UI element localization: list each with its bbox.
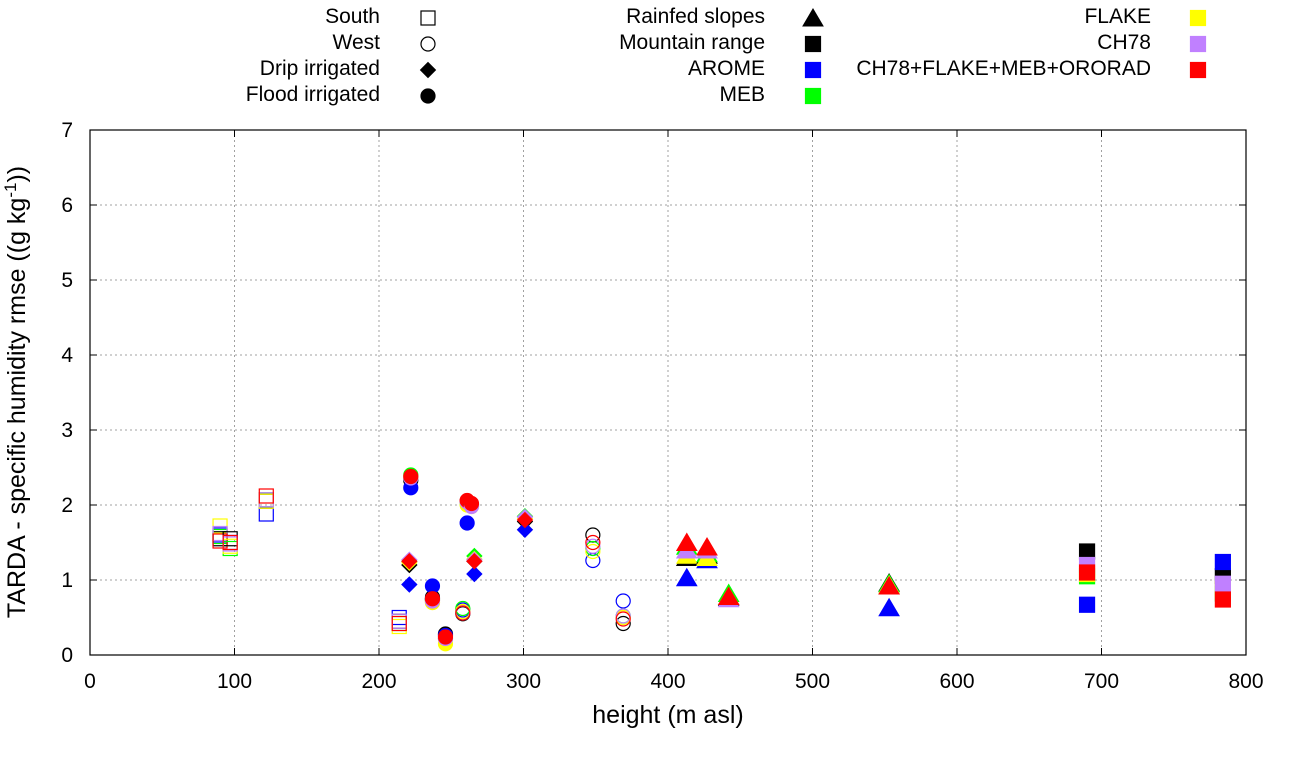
y-tick-label: 3 bbox=[61, 419, 73, 442]
legend-symbol-rainfed-slopes bbox=[802, 8, 824, 27]
legend-label: FLAKE bbox=[1084, 5, 1151, 28]
data-point-diamond-ch78-flake-meb-ororad bbox=[516, 511, 534, 529]
data-point-square-open-flake bbox=[391, 618, 407, 635]
data-point-diamond-ch78-flake-meb-ororad bbox=[401, 553, 418, 570]
x-tick-label: 0 bbox=[84, 670, 96, 693]
data-point-triangle-arome bbox=[878, 597, 900, 617]
x-tick-label: 600 bbox=[939, 670, 974, 693]
data-point-diamond-arome bbox=[466, 565, 483, 583]
axis-ticks: 0 100 200 300 400 500 600 700 800 0 1 2 3 4 5 6 7 bbox=[61, 119, 1263, 693]
y-tick-label: 5 bbox=[61, 269, 73, 292]
data-point-circle-arome bbox=[459, 515, 475, 531]
data-point-square-open-arome bbox=[391, 609, 407, 626]
x-tick-label: 700 bbox=[1084, 670, 1119, 693]
y-axis-label-end: )) bbox=[3, 166, 31, 183]
y-tick-label: 1 bbox=[61, 569, 73, 592]
data-point-circle-open-ch78-flake-meb-ororad bbox=[585, 534, 601, 551]
data-point-diamond-arome bbox=[401, 576, 418, 593]
y-tick-label: 7 bbox=[61, 119, 73, 142]
x-axis-label: height (m asl) bbox=[592, 701, 743, 729]
legend-symbol-ch78-flake-meb-ororad bbox=[1189, 61, 1207, 79]
data-point-square-open-ch78-flake-meb-ororad bbox=[391, 615, 407, 632]
x-tick-label: 100 bbox=[217, 670, 252, 693]
data-point-circle-open-flake bbox=[585, 543, 601, 560]
legend-label: CH78 bbox=[1097, 31, 1151, 54]
legend-symbol-mountain-range bbox=[804, 35, 822, 53]
data-point-square-ch78-flake-meb-ororad bbox=[1078, 564, 1096, 581]
y-axis-label: TARDA - specific humidity rmse ((g kg-1)… bbox=[1, 166, 31, 618]
data-point-circle-open-ch78 bbox=[585, 538, 601, 554]
legend-label: Flood irrigated bbox=[246, 83, 380, 106]
data-points bbox=[212, 467, 1231, 652]
legend-symbol-arome bbox=[804, 61, 822, 79]
legend-symbol-drip-irrigated bbox=[419, 61, 437, 79]
data-point-circle-open-meb bbox=[455, 600, 471, 617]
x-tick-label: 500 bbox=[795, 670, 830, 693]
data-point-square-open-flake bbox=[258, 493, 274, 509]
data-point-triangle-ch78-flake-meb-ororad bbox=[878, 576, 900, 595]
data-point-square-ch78 bbox=[1214, 575, 1231, 592]
legend-symbol-flood-irrigated bbox=[420, 88, 436, 104]
data-point-square-ch78-flake-meb-ororad bbox=[1214, 591, 1231, 608]
data-point-circle-open-arome bbox=[615, 593, 631, 609]
x-tick-label: 800 bbox=[1228, 670, 1263, 693]
data-point-diamond-arome bbox=[516, 521, 534, 538]
y-tick-label: 2 bbox=[61, 494, 73, 517]
data-point-square-open-ch78-flake-meb-ororad bbox=[222, 534, 238, 551]
y-axis-label-superscript: -1 bbox=[1, 183, 20, 198]
data-point-triangle-ch78-flake-meb-ororad bbox=[675, 532, 698, 551]
data-point-circle-open-ch78-flake-meb-ororad bbox=[615, 611, 631, 627]
data-point-triangle-ch78-flake-meb-ororad bbox=[717, 586, 740, 605]
legend-label: Drip irrigated bbox=[260, 57, 380, 80]
legend-label: Mountain range bbox=[619, 31, 765, 54]
data-point-triangle-arome bbox=[675, 567, 698, 587]
legend-symbol-west bbox=[420, 36, 436, 52]
y-tick-label: 0 bbox=[61, 644, 73, 667]
data-point-circle-arome bbox=[424, 578, 441, 594]
x-tick-label: 200 bbox=[361, 670, 396, 693]
x-tick-label: 300 bbox=[506, 670, 541, 693]
y-axis-label-main: TARDA - specific humidity rmse ((g kg bbox=[3, 198, 31, 618]
data-point-square-arome bbox=[1078, 596, 1096, 613]
y-tick-label: 6 bbox=[61, 194, 73, 217]
data-point-square-open-arome bbox=[258, 506, 274, 522]
data-point-circle-ch78-flake-meb-ororad bbox=[437, 629, 454, 645]
data-point-square-open-ch78-flake-meb-ororad bbox=[258, 488, 274, 504]
data-point-square-arome bbox=[1214, 553, 1231, 571]
grid bbox=[90, 130, 1246, 655]
legend-symbol-meb bbox=[804, 87, 822, 105]
data-point-circle-open-ref bbox=[615, 615, 631, 632]
data-point-square-open-ref bbox=[258, 493, 274, 509]
data-point-diamond-ch78-flake-meb-ororad bbox=[466, 553, 483, 570]
legend: South West Drip irrigated Flood irrigated Ra… bbox=[246, 5, 1207, 106]
legend-label: West bbox=[333, 31, 381, 54]
legend-symbol-flake bbox=[1189, 9, 1207, 27]
x-tick-label: 400 bbox=[650, 670, 685, 693]
legend-label: Rainfed slopes bbox=[626, 5, 765, 28]
data-point-circle-ch78-flake-meb-ororad bbox=[403, 468, 419, 485]
legend-label: MEB bbox=[719, 83, 765, 106]
legend-label: AROME bbox=[688, 57, 765, 80]
legend-label: South bbox=[325, 5, 380, 28]
data-point-circle-ch78-flake-meb-ororad bbox=[424, 591, 441, 607]
data-point-triangle-ch78-flake-meb-ororad bbox=[696, 537, 718, 556]
legend-symbol-ch78 bbox=[1189, 35, 1207, 53]
y-tick-label: 4 bbox=[61, 344, 73, 367]
legend-symbol-south bbox=[420, 10, 436, 26]
data-point-circle-ch78-flake-meb-ororad bbox=[463, 495, 480, 512]
legend-label: CH78+FLAKE+MEB+ORORAD bbox=[856, 57, 1151, 80]
data-point-square-ref bbox=[1078, 543, 1096, 560]
data-point-circle-open-ch78 bbox=[615, 608, 631, 624]
data-point-circle-open-ch78-flake-meb-ororad bbox=[455, 605, 471, 621]
